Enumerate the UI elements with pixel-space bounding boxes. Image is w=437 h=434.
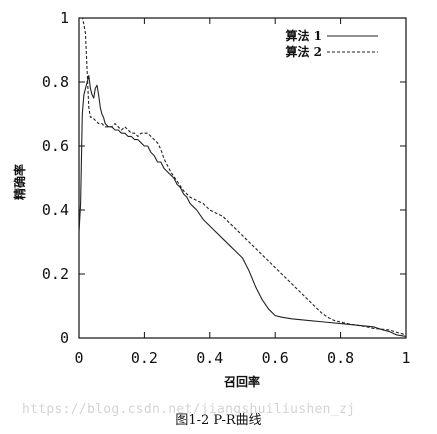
y-tick-label: 0.4 [42, 201, 69, 219]
series-lines [78, 17, 407, 337]
x-axis-label: 召回率 [224, 374, 260, 389]
y-tick-label: 0 [60, 329, 69, 347]
y-axis-label: 精确率 [12, 164, 27, 200]
pr-chart: 0 0.2 0.4 0.6 0.8 1 0 0.2 0.4 0.6 0.8 1 召回率 精确率 算法 … [12, 9, 411, 389]
y-tick-label: 1 [60, 9, 69, 27]
y-tick-label: 0.6 [42, 137, 69, 155]
plot-frame [78, 17, 407, 339]
series-line-2 [80, 17, 407, 336]
x-tick-label: 1 [401, 349, 410, 367]
series-line-1 [78, 75, 407, 337]
legend-label-1: 算法 1 [285, 28, 322, 43]
x-tick-label: 0.2 [131, 349, 158, 367]
x-tick-label: 0.8 [327, 349, 354, 367]
y-tick-label: 0.8 [42, 73, 69, 91]
x-tick-label: 0.6 [262, 349, 289, 367]
legend: 算法 1算法 2 [285, 28, 378, 59]
y-tick-label: 0.2 [42, 265, 69, 283]
x-tick-label: 0 [74, 349, 83, 367]
legend-label-2: 算法 2 [285, 44, 322, 59]
axis-ticks: 0 0.2 0.4 0.6 0.8 1 0 0.2 0.4 0.6 0.8 1 [42, 9, 411, 367]
x-tick-label: 0.4 [196, 349, 223, 367]
figure-caption: 图1-2 P-R曲线 [175, 413, 262, 428]
watermark-url: https://blog.csdn.net/jiangshuiliushen_z… [22, 402, 356, 417]
